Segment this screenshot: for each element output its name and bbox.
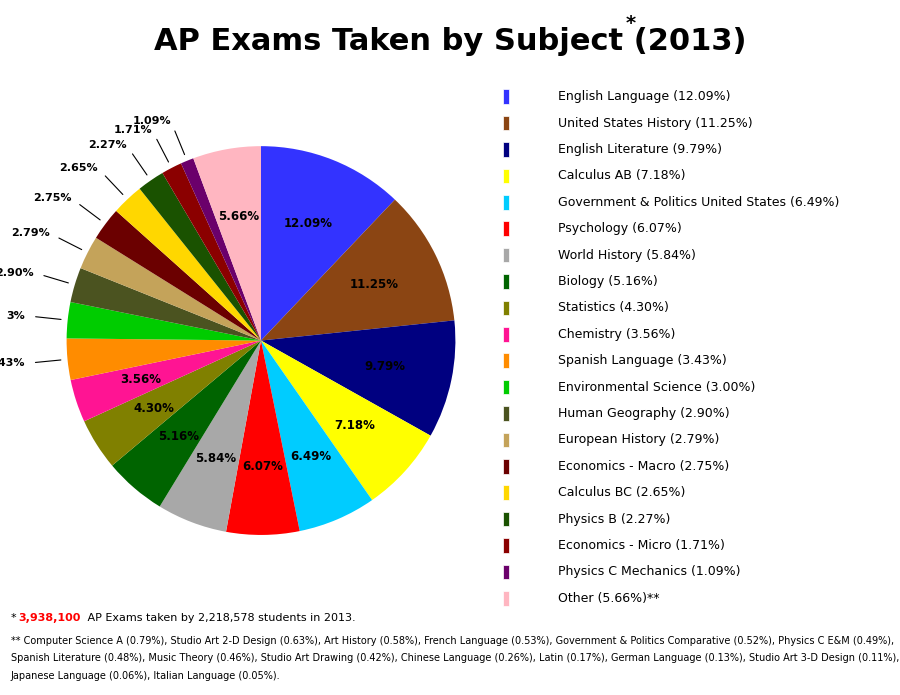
Text: Environmental Science (3.00%): Environmental Science (3.00%) — [558, 381, 756, 393]
Text: Physics C Mechanics (1.09%): Physics C Mechanics (1.09%) — [558, 566, 741, 578]
Bar — [503, 116, 508, 130]
Bar — [503, 433, 508, 447]
Text: ** Computer Science A (0.79%), Studio Art 2-D Design (0.63%), Art History (0.58%: ** Computer Science A (0.79%), Studio Ar… — [11, 636, 894, 646]
Text: Other (5.66%)**: Other (5.66%)** — [558, 592, 660, 605]
Text: 5.84%: 5.84% — [195, 452, 237, 465]
Text: Spanish Language (3.43%): Spanish Language (3.43%) — [558, 354, 727, 367]
Text: Psychology (6.07%): Psychology (6.07%) — [558, 222, 682, 235]
Bar — [503, 327, 508, 341]
Text: Government & Politics United States (6.49%): Government & Politics United States (6.4… — [558, 196, 840, 208]
Wedge shape — [96, 211, 261, 341]
Text: 2.90%: 2.90% — [0, 268, 34, 277]
Bar — [503, 539, 508, 553]
Text: 3.56%: 3.56% — [121, 373, 161, 386]
Text: 7.18%: 7.18% — [334, 419, 375, 432]
Text: World History (5.84%): World History (5.84%) — [558, 249, 697, 261]
Wedge shape — [194, 146, 261, 341]
Text: Biology (5.16%): Biology (5.16%) — [558, 275, 658, 288]
Text: AP Exams taken by 2,218,578 students in 2013.: AP Exams taken by 2,218,578 students in … — [84, 613, 356, 623]
Bar — [503, 565, 508, 579]
Wedge shape — [261, 341, 372, 531]
Text: United States History (11.25%): United States History (11.25%) — [558, 117, 753, 129]
Text: Physics B (2.27%): Physics B (2.27%) — [558, 513, 670, 525]
Text: 9.79%: 9.79% — [364, 359, 405, 373]
Text: Spanish Literature (0.48%), Music Theory (0.46%), Studio Art Drawing (0.42%), Ch: Spanish Literature (0.48%), Music Theory… — [11, 653, 899, 663]
Text: *: * — [11, 613, 20, 623]
Text: 3,938,100: 3,938,100 — [18, 613, 80, 623]
Bar — [503, 169, 508, 183]
Text: 5.66%: 5.66% — [218, 210, 259, 222]
Text: 2.27%: 2.27% — [88, 140, 127, 150]
Wedge shape — [140, 173, 261, 341]
Text: 2.75%: 2.75% — [32, 193, 71, 203]
Text: 2.79%: 2.79% — [11, 228, 50, 238]
Wedge shape — [261, 341, 430, 500]
Wedge shape — [261, 199, 454, 341]
Wedge shape — [112, 341, 261, 507]
Bar — [503, 459, 508, 473]
Bar — [503, 248, 508, 262]
Wedge shape — [226, 341, 300, 535]
Text: 3%: 3% — [6, 311, 25, 320]
Wedge shape — [67, 302, 261, 341]
Wedge shape — [67, 338, 261, 380]
Text: 11.25%: 11.25% — [350, 278, 399, 291]
Text: 12.09%: 12.09% — [284, 217, 332, 230]
Bar — [503, 380, 508, 394]
Bar — [503, 142, 508, 156]
Text: Japanese Language (0.06%), Italian Language (0.05%).: Japanese Language (0.06%), Italian Langu… — [11, 671, 281, 680]
Text: 6.07%: 6.07% — [242, 460, 283, 473]
Bar — [503, 195, 508, 209]
Text: 1.71%: 1.71% — [113, 125, 152, 135]
Text: Calculus BC (2.65%): Calculus BC (2.65%) — [558, 486, 686, 499]
Text: 4.30%: 4.30% — [134, 402, 175, 414]
Wedge shape — [162, 163, 261, 341]
Text: 2.65%: 2.65% — [59, 163, 98, 173]
Text: Calculus AB (7.18%): Calculus AB (7.18%) — [558, 170, 686, 182]
Text: 3.43%: 3.43% — [0, 359, 25, 368]
Text: *: * — [626, 14, 635, 33]
Text: 1.09%: 1.09% — [132, 116, 171, 126]
Bar — [503, 275, 508, 288]
Bar — [503, 591, 508, 605]
Text: English Literature (9.79%): English Literature (9.79%) — [558, 143, 723, 156]
Wedge shape — [181, 158, 261, 341]
Wedge shape — [159, 341, 261, 532]
Wedge shape — [85, 341, 261, 466]
Bar — [503, 407, 508, 420]
Text: Economics - Macro (2.75%): Economics - Macro (2.75%) — [558, 460, 730, 473]
Wedge shape — [116, 189, 261, 341]
Wedge shape — [261, 146, 395, 341]
Wedge shape — [81, 238, 261, 341]
Text: 6.49%: 6.49% — [290, 450, 331, 463]
Text: 5.16%: 5.16% — [158, 430, 199, 443]
Text: English Language (12.09%): English Language (12.09%) — [558, 90, 731, 103]
Bar — [503, 90, 508, 104]
Bar — [503, 222, 508, 236]
Text: Economics - Micro (1.71%): Economics - Micro (1.71%) — [558, 539, 725, 552]
Wedge shape — [261, 320, 455, 436]
Bar — [503, 512, 508, 526]
Bar — [503, 354, 508, 368]
Bar — [503, 301, 508, 315]
Text: AP Exams Taken by Subject (2013): AP Exams Taken by Subject (2013) — [154, 27, 746, 56]
Text: Statistics (4.30%): Statistics (4.30%) — [558, 302, 670, 314]
Text: Chemistry (3.56%): Chemistry (3.56%) — [558, 328, 676, 341]
Bar — [503, 486, 508, 500]
Text: European History (2.79%): European History (2.79%) — [558, 434, 720, 446]
Wedge shape — [70, 268, 261, 341]
Text: Human Geography (2.90%): Human Geography (2.90%) — [558, 407, 730, 420]
Wedge shape — [71, 341, 261, 421]
